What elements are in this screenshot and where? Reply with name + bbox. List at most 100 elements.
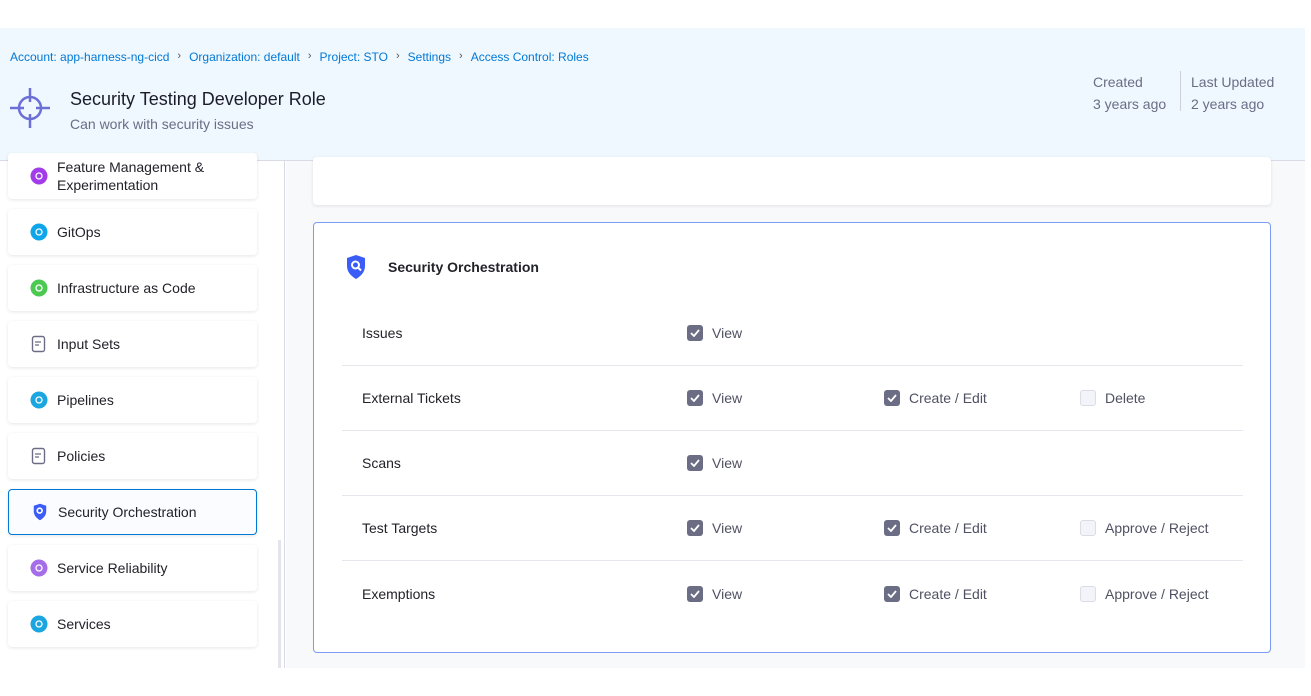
checkbox[interactable] (687, 325, 703, 341)
permission-label: View (712, 520, 743, 536)
check-icon (887, 394, 897, 402)
page-title: Security Testing Developer Role (70, 89, 326, 109)
permission-checkbox-approve-reject[interactable]: Approve / Reject (1080, 585, 1209, 602)
permission-checkbox-view[interactable]: View (687, 520, 742, 536)
resource-label: External Tickets (362, 390, 461, 406)
sidebar-item-label: Policies (57, 448, 106, 464)
updated-label: Last Updated (1191, 74, 1275, 90)
permission-checkbox-create-edit[interactable]: Create / Edit (884, 585, 987, 602)
chevron-right-icon: › (459, 50, 463, 62)
policies-icon (30, 447, 48, 465)
chevron-right-icon: › (395, 50, 400, 62)
sidebar-item-services[interactable]: Services (8, 601, 257, 647)
checkbox[interactable] (687, 520, 703, 536)
sidebar-item-pipelines[interactable]: Pipelines (8, 377, 257, 423)
sidebar-item-feature-management-experimentation[interactable]: Feature Management & Experimentation (8, 153, 257, 199)
pipelines-icon (30, 391, 48, 409)
security-orchestration-card: Security Orchestration Issues View Externa… (313, 222, 1271, 653)
checkbox[interactable] (1080, 585, 1096, 602)
permission-checkbox-view[interactable]: View (687, 390, 742, 406)
permission-label: View (712, 455, 743, 471)
service-reliability-icon (30, 559, 48, 577)
created-info: Created 3 years ago (1093, 71, 1166, 115)
resource-label: Exemptions (362, 585, 436, 602)
input-sets-icon (30, 335, 48, 353)
chevron-right-icon: › (177, 50, 182, 62)
sidebar-item-label: Input Sets (57, 336, 121, 352)
permission-checkbox-view[interactable]: View (687, 455, 742, 471)
checkbox[interactable] (687, 585, 703, 602)
updated-info: Last Updated 2 years ago (1191, 71, 1274, 115)
check-icon (690, 459, 700, 467)
permission-label: Approve / Reject (1105, 585, 1209, 602)
permission-checkbox-view[interactable]: View (687, 325, 742, 341)
checkbox[interactable] (1080, 390, 1096, 406)
check-icon (887, 589, 897, 598)
permission-label: View (712, 585, 743, 602)
permission-row: Issues View (342, 301, 1243, 366)
created-label: Created (1093, 74, 1143, 90)
sidebar-item-label: Feature Management & Experimentation (57, 159, 205, 193)
breadcrumb-project[interactable]: Project: STO (319, 50, 388, 64)
sidebar-item-label: GitOps (57, 224, 101, 240)
previous-resource-card (313, 157, 1271, 205)
sidebar-item-policies[interactable]: Policies (8, 433, 257, 479)
sidebar-scrollbar[interactable] (278, 540, 281, 668)
breadcrumb-roles[interactable]: Access Control: Roles (470, 50, 589, 64)
permission-label: Create / Edit (909, 585, 987, 602)
breadcrumb-organization[interactable]: Organization: default (189, 50, 300, 64)
shield-search-icon (31, 503, 49, 521)
sidebar-item-label: Service Reliability (57, 560, 168, 576)
sidebar-item-infrastructure-as-code[interactable]: Infrastructure as Code (8, 265, 257, 311)
divider (1180, 71, 1181, 111)
checkbox[interactable] (687, 390, 703, 406)
sidebar-item-input-sets[interactable]: Input Sets (8, 321, 257, 367)
crosshair-icon (10, 88, 50, 128)
permission-checkbox-view[interactable]: View (687, 585, 743, 602)
updated-value: 2 years ago (1191, 96, 1265, 112)
page-subtitle: Can work with security issues (70, 116, 254, 132)
permission-checkbox-approve-reject[interactable]: Approve / Reject (1080, 520, 1209, 536)
permission-label: Create / Edit (909, 520, 987, 536)
resource-label: Test Targets (362, 520, 438, 536)
sidebar-item-gitops[interactable]: GitOps (8, 209, 257, 255)
checkbox[interactable] (884, 390, 900, 406)
checkbox[interactable] (687, 455, 703, 471)
check-icon (690, 394, 700, 402)
sidebar-item-label: Pipelines (57, 392, 114, 408)
services-icon (30, 615, 48, 633)
checkbox[interactable] (884, 585, 900, 602)
checkbox[interactable] (1080, 520, 1096, 536)
resource-sidebar: Feature Management & Experimentation GitO… (0, 153, 285, 668)
permission-label: View (712, 390, 743, 406)
chevron-right-icon: › (307, 50, 312, 62)
permission-row: Exemptions View Create / Edit Approve / Rej… (342, 561, 1243, 626)
permission-row: Scans View (342, 431, 1243, 496)
breadcrumb-settings[interactable]: Settings (407, 50, 452, 64)
permission-label: View (712, 325, 743, 341)
breadcrumb: Account: app-harness-ng-cicd › Organizati… (10, 50, 589, 64)
feature-flag-icon (30, 167, 48, 185)
permission-checkbox-delete[interactable]: Delete (1080, 390, 1145, 406)
permission-row: Test Targets View Create / Edit Approve / R… (342, 496, 1243, 561)
permission-checkbox-create-edit[interactable]: Create / Edit (884, 390, 987, 406)
gitops-icon (30, 223, 48, 241)
checkbox[interactable] (884, 520, 900, 536)
permission-label: Create / Edit (909, 390, 987, 406)
resource-label: Issues (362, 325, 403, 341)
check-icon (887, 524, 897, 532)
check-icon (690, 329, 700, 337)
iac-icon (30, 279, 48, 297)
permission-checkbox-create-edit[interactable]: Create / Edit (884, 520, 987, 536)
sidebar-item-service-reliability[interactable]: Service Reliability (8, 545, 257, 591)
permission-label: Delete (1105, 390, 1146, 406)
breadcrumb-account[interactable]: Account: app-harness-ng-cicd (10, 50, 170, 64)
card-title: Security Orchestration (388, 259, 539, 275)
sidebar-item-label: Services (57, 616, 111, 632)
shield-search-icon (347, 255, 365, 279)
role-header: Account: app-harness-ng-cicd › Organizati… (0, 28, 1305, 161)
permission-row: External Tickets View Create / Edit Delete (342, 366, 1243, 431)
resource-label: Scans (362, 455, 401, 471)
sidebar-item-security-orchestration[interactable]: Security Orchestration (8, 489, 257, 535)
check-icon (690, 589, 700, 598)
